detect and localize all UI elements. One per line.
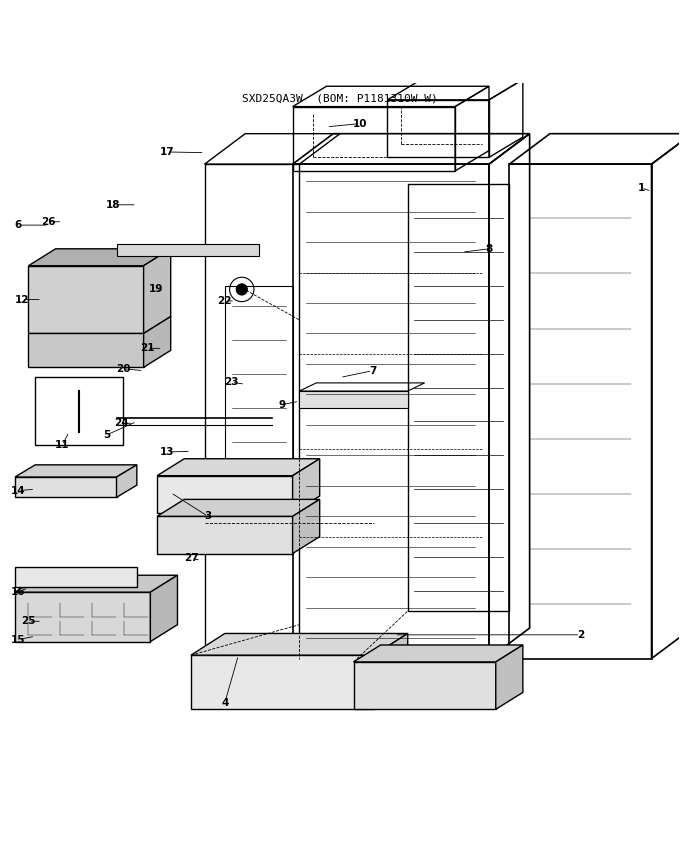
Polygon shape — [157, 516, 292, 554]
Text: 15: 15 — [11, 635, 26, 645]
Text: 25: 25 — [21, 616, 36, 626]
Polygon shape — [354, 645, 523, 662]
Text: 23: 23 — [224, 377, 239, 387]
Text: 10: 10 — [353, 119, 368, 128]
Polygon shape — [157, 459, 320, 475]
Polygon shape — [157, 475, 292, 513]
Text: 16: 16 — [11, 588, 26, 597]
Text: 12: 12 — [14, 294, 29, 304]
Text: 2: 2 — [577, 630, 584, 640]
Text: 11: 11 — [55, 440, 69, 450]
Text: 20: 20 — [116, 363, 131, 373]
Text: 24: 24 — [115, 418, 129, 428]
Text: 13: 13 — [160, 447, 175, 457]
Polygon shape — [157, 499, 320, 516]
Text: 6: 6 — [15, 220, 22, 230]
Polygon shape — [292, 499, 320, 554]
Polygon shape — [29, 249, 171, 266]
Polygon shape — [374, 633, 408, 709]
Text: 9: 9 — [279, 400, 286, 410]
Text: 27: 27 — [184, 553, 199, 563]
Text: 21: 21 — [140, 343, 154, 353]
Polygon shape — [150, 575, 177, 642]
Text: 7: 7 — [369, 366, 376, 376]
Polygon shape — [116, 464, 137, 497]
Text: 18: 18 — [106, 200, 120, 210]
Text: 1: 1 — [638, 183, 645, 193]
Polygon shape — [496, 645, 523, 709]
Polygon shape — [29, 334, 143, 368]
Text: 3: 3 — [204, 512, 211, 521]
Polygon shape — [143, 249, 171, 334]
Text: 5: 5 — [103, 430, 110, 440]
Polygon shape — [191, 633, 408, 655]
Text: 17: 17 — [160, 147, 175, 157]
Text: 4: 4 — [221, 697, 228, 707]
Polygon shape — [29, 266, 143, 334]
Polygon shape — [354, 662, 496, 709]
Text: 22: 22 — [218, 296, 232, 306]
Text: 14: 14 — [11, 486, 26, 496]
Polygon shape — [15, 567, 137, 588]
Polygon shape — [299, 391, 408, 408]
Text: SXD25QA3W  (BOM: P1181310W W): SXD25QA3W (BOM: P1181310W W) — [242, 93, 438, 103]
Polygon shape — [15, 592, 150, 642]
Polygon shape — [116, 244, 258, 255]
Polygon shape — [143, 316, 171, 368]
Text: 8: 8 — [486, 244, 492, 254]
Text: 26: 26 — [41, 217, 56, 227]
Polygon shape — [292, 459, 320, 513]
Polygon shape — [191, 655, 374, 709]
Polygon shape — [15, 477, 116, 497]
Polygon shape — [15, 575, 177, 592]
Text: 19: 19 — [149, 284, 163, 294]
Polygon shape — [15, 464, 137, 477]
Circle shape — [237, 284, 248, 295]
